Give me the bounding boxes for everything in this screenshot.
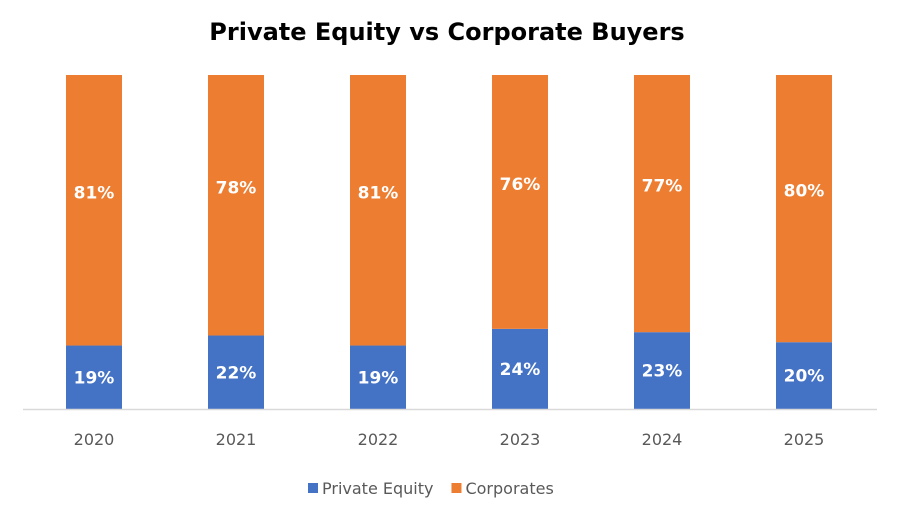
x-tick-label: 2022	[358, 430, 399, 449]
data-label: 81%	[358, 183, 399, 203]
bar-corporates-2023	[492, 75, 548, 329]
legend-swatch	[308, 483, 318, 493]
data-label: 80%	[784, 182, 825, 202]
bar-private-equity-2020	[66, 345, 122, 409]
data-label: 24%	[500, 360, 541, 380]
bar-private-equity-2021	[208, 335, 264, 409]
data-label: 76%	[500, 175, 541, 195]
x-tick-label: 2024	[642, 430, 683, 449]
legend-label: Private Equity	[322, 479, 433, 498]
bar-private-equity-2025	[776, 342, 832, 409]
data-label: 77%	[642, 177, 683, 197]
data-label: 19%	[74, 368, 115, 388]
bar-corporates-2022	[350, 75, 406, 346]
bar-corporates-2024	[634, 75, 690, 333]
bar-corporates-2025	[776, 75, 832, 343]
legend-label: Corporates	[465, 479, 553, 498]
bar-private-equity-2023	[492, 328, 548, 409]
bar-private-equity-2024	[634, 332, 690, 409]
bar-private-equity-2022	[350, 345, 406, 409]
x-tick-label: 2023	[500, 430, 541, 449]
x-tick-label: 2025	[784, 430, 825, 449]
data-label: 19%	[358, 368, 399, 388]
x-tick-label: 2020	[74, 430, 115, 449]
bar-corporates-2021	[208, 75, 264, 336]
data-label: 23%	[642, 362, 683, 382]
bar-corporates-2020	[66, 75, 122, 346]
data-label: 81%	[74, 183, 115, 203]
chart-title: Private Equity vs Corporate Buyers	[209, 18, 684, 46]
legend-swatch	[451, 483, 462, 493]
data-label: 78%	[216, 178, 257, 198]
data-label: 22%	[216, 363, 257, 383]
x-tick-label: 2021	[216, 430, 257, 449]
data-label: 20%	[784, 367, 825, 387]
